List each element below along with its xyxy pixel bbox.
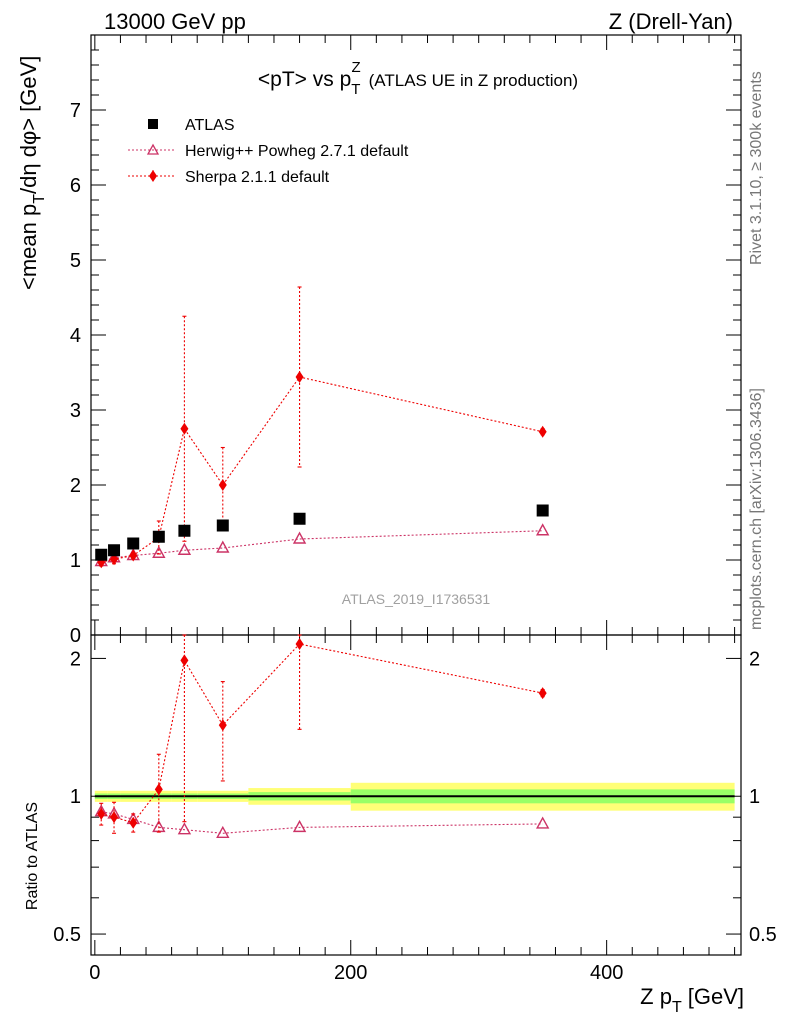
main-y-tick-label: 1 [70, 550, 81, 572]
herwig-ratio-line [101, 811, 543, 834]
sherpa-line [101, 376, 543, 563]
main-y-tick-label: 4 [70, 325, 81, 347]
legend-sherpa-marker [149, 170, 157, 182]
sherpa-ratio-point [110, 811, 119, 824]
x-tick-label: 400 [590, 962, 623, 984]
sherpa-point [180, 422, 189, 435]
herwig-point [177, 542, 192, 555]
atlas-point [293, 512, 306, 525]
legend: ATLAS Herwig++ Powheg 2.7.1 default Sher… [128, 117, 409, 186]
sherpa-ratio-point [154, 783, 163, 796]
legend-atlas-marker [148, 119, 158, 129]
main-y-tick-label: 2 [70, 475, 81, 497]
atlas-point [216, 519, 229, 532]
ratio-y-tick-label: 1 [70, 786, 81, 808]
header-right: Z (Drell-Yan) [609, 9, 733, 34]
atlas-point [536, 504, 549, 517]
ratio-y-tick-label-right: 2 [749, 648, 760, 670]
x-axis-label: Z pT [GeV] [640, 984, 744, 1016]
sherpa-point [538, 425, 547, 438]
legend-sherpa-label: Sherpa 2.1.1 default [185, 169, 330, 186]
ratio-y-axis-label: Ratio to ATLAS [24, 802, 41, 910]
main-y-tick-label: 7 [70, 100, 81, 122]
x-tick-label: 200 [334, 962, 367, 984]
ratio-plot-frame [90, 634, 742, 956]
herwig-ratio-point [177, 822, 192, 835]
herwig-ratio-point [216, 825, 230, 838]
herwig-point [152, 545, 166, 558]
rivet-label: Rivet 3.1.10, ≥ 300k events [748, 71, 765, 265]
mcplots-label: mcplots.cern.ch [arXiv:1306.3436] [748, 388, 765, 630]
ratio-y-tick-label-right: 0.5 [749, 924, 777, 946]
atlas-point [95, 548, 108, 561]
main-y-tick-label: 0 [70, 625, 81, 647]
chart-title: <pT> vs pTZ(ATLAS UE in Z production) [258, 59, 578, 98]
legend-herwig-marker [146, 143, 160, 155]
legend-atlas-label: ATLAS [185, 117, 235, 134]
herwig-line [101, 530, 543, 563]
sherpa-ratio-point [97, 807, 106, 820]
header-left: 13000 GeV pp [104, 9, 246, 34]
atlas-point [178, 524, 191, 537]
analysis-watermark: ATLAS_2019_I1736531 [342, 591, 491, 607]
atlas-point [127, 537, 140, 550]
main-y-tick-label: 6 [70, 175, 81, 197]
ratio-y-tick-label: 0.5 [53, 924, 81, 946]
sherpa-ratio-point [129, 816, 138, 829]
ratio-y-tick-label-right: 1 [749, 786, 760, 808]
ratio-y-tick-label: 2 [70, 648, 81, 670]
atlas-point [152, 530, 165, 543]
sherpa-ratio-point [180, 654, 189, 667]
x-tick-label: 0 [89, 962, 100, 984]
main-y-tick-label: 5 [70, 250, 81, 272]
sherpa-point [295, 371, 304, 383]
atlas-point [108, 544, 121, 557]
herwig-point [216, 540, 230, 553]
herwig-ratio-point [292, 819, 307, 833]
sherpa-ratio-point [295, 638, 304, 651]
y-axis-label: <mean pT/dη dφ> [GeV] [16, 56, 48, 290]
sherpa-point [218, 479, 227, 491]
herwig-point [535, 523, 550, 536]
legend-herwig-label: Herwig++ Powheg 2.7.1 default [185, 143, 409, 160]
sherpa-ratio-point [218, 719, 227, 732]
herwig-ratio-point [535, 816, 550, 829]
herwig-point [292, 531, 307, 544]
sherpa-ratio-point [538, 687, 547, 700]
sherpa-point [129, 549, 138, 562]
main-y-tick-label: 3 [70, 400, 81, 422]
